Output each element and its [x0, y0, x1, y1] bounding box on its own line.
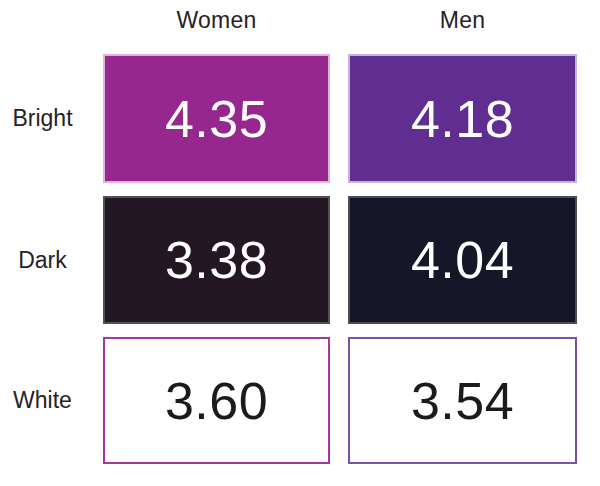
cell-value-dark-women: 3.38: [165, 234, 268, 286]
cell-value-dark-men: 4.04: [411, 234, 514, 286]
cell-bright-men: 4.18: [348, 54, 577, 183]
column-header-men: Men: [348, 0, 577, 41]
cell-value-white-men: 3.54: [411, 375, 514, 427]
cell-dark-women: 3.38: [103, 196, 330, 324]
heatmap-grid: Women Men Bright 4.35 4.18 Dark 3.38 4.0…: [0, 0, 600, 464]
row-label-white: White: [0, 337, 85, 464]
ratings-heatmap: Women Men Bright 4.35 4.18 Dark 3.38 4.0…: [0, 0, 600, 486]
row-label-bright: Bright: [0, 54, 85, 183]
row-label-dark: Dark: [0, 196, 85, 324]
cell-bright-women: 4.35: [103, 54, 330, 183]
cell-value-bright-men: 4.18: [411, 93, 514, 145]
cell-value-white-women: 3.60: [165, 375, 268, 427]
cell-white-men: 3.54: [348, 337, 577, 464]
grid-corner-spacer: [0, 0, 85, 41]
cell-value-bright-women: 4.35: [165, 93, 268, 145]
column-header-women: Women: [103, 0, 330, 41]
cell-white-women: 3.60: [103, 337, 330, 464]
cell-dark-men: 4.04: [348, 196, 577, 324]
